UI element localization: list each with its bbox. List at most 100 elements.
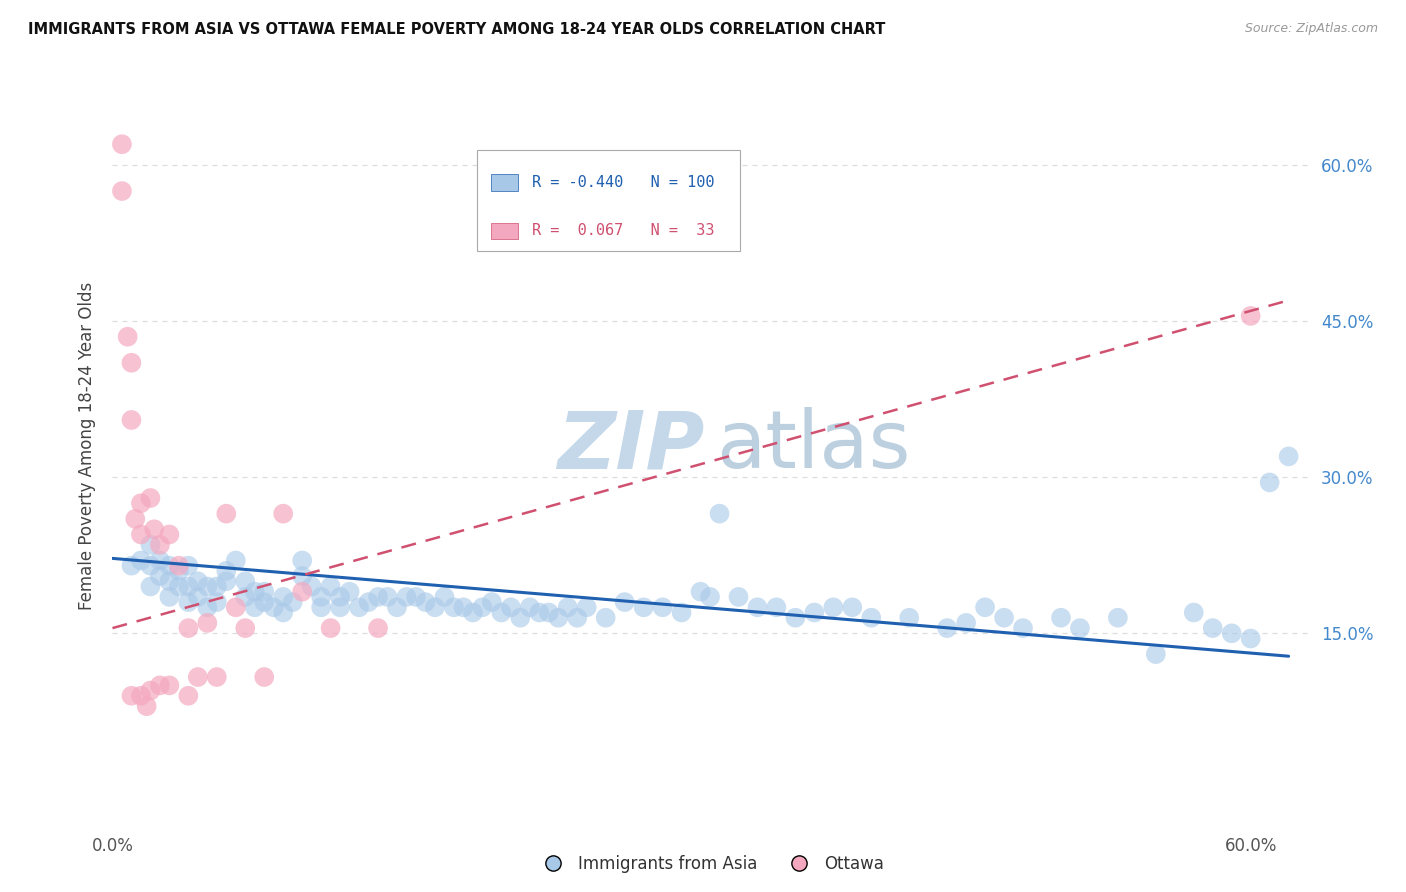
Point — [537, 606, 560, 620]
Point — [271, 606, 294, 620]
Point — [471, 600, 494, 615]
Point — [993, 611, 1015, 625]
Point — [499, 600, 522, 615]
Point — [367, 590, 389, 604]
Point — [253, 670, 276, 684]
Point — [405, 590, 427, 604]
Point — [157, 574, 180, 589]
Point — [281, 595, 304, 609]
Point — [177, 621, 200, 635]
Point — [129, 553, 152, 567]
Point — [143, 522, 166, 536]
Point — [205, 580, 228, 594]
Point — [167, 580, 190, 594]
Point — [898, 611, 921, 625]
Y-axis label: Female Poverty Among 18-24 Year Olds: Female Poverty Among 18-24 Year Olds — [77, 282, 96, 610]
Point — [157, 558, 180, 573]
Point — [936, 621, 959, 635]
Point — [187, 670, 209, 684]
Point — [1258, 475, 1281, 490]
Point — [367, 621, 389, 635]
Point — [233, 590, 256, 604]
Point — [187, 590, 209, 604]
Point — [177, 558, 200, 573]
Point — [149, 569, 172, 583]
Point — [233, 621, 256, 635]
Point — [120, 413, 142, 427]
Point — [157, 678, 180, 692]
Point — [319, 580, 342, 594]
Point — [167, 558, 190, 573]
Point — [157, 590, 180, 604]
Point — [253, 595, 276, 609]
Point — [319, 621, 342, 635]
Point — [117, 330, 139, 344]
Point — [291, 553, 314, 567]
Point — [291, 569, 314, 583]
Point — [195, 600, 218, 615]
Point — [129, 527, 152, 541]
Point — [509, 611, 531, 625]
Text: IMMIGRANTS FROM ASIA VS OTTAWA FEMALE POVERTY AMONG 18-24 YEAR OLDS CORRELATION : IMMIGRANTS FROM ASIA VS OTTAWA FEMALE PO… — [28, 22, 886, 37]
Point — [129, 689, 152, 703]
Point — [823, 600, 845, 615]
Point — [461, 606, 484, 620]
Point — [347, 600, 370, 615]
FancyBboxPatch shape — [477, 150, 740, 252]
Point — [415, 595, 437, 609]
Point — [385, 600, 408, 615]
Point — [177, 580, 200, 594]
Point — [1220, 626, 1243, 640]
Point — [519, 600, 541, 615]
Point — [205, 670, 228, 684]
Point — [747, 600, 769, 615]
Point — [271, 507, 294, 521]
Point — [149, 678, 172, 692]
Point — [433, 590, 456, 604]
Point — [149, 538, 172, 552]
Point — [309, 590, 332, 604]
Point — [1182, 606, 1205, 620]
Point — [215, 507, 238, 521]
Point — [120, 689, 142, 703]
Point — [671, 606, 693, 620]
Point — [329, 600, 352, 615]
Point — [339, 584, 361, 599]
Point — [253, 584, 276, 599]
Point — [633, 600, 655, 615]
Point — [547, 611, 569, 625]
Point — [177, 595, 200, 609]
Point — [423, 600, 446, 615]
Point — [595, 611, 617, 625]
Point — [205, 595, 228, 609]
Point — [139, 538, 162, 552]
Point — [149, 553, 172, 567]
Text: Source: ZipAtlas.com: Source: ZipAtlas.com — [1244, 22, 1378, 36]
Point — [225, 553, 247, 567]
Point — [1240, 309, 1263, 323]
Point — [177, 689, 200, 703]
Point — [271, 590, 294, 604]
Point — [1069, 621, 1091, 635]
Point — [139, 558, 162, 573]
Point — [291, 584, 314, 599]
Point — [225, 600, 247, 615]
Point — [689, 584, 711, 599]
Point — [167, 564, 190, 578]
Point — [481, 595, 503, 609]
Text: atlas: atlas — [716, 407, 910, 485]
Point — [709, 507, 731, 521]
Point — [195, 615, 218, 630]
Point — [120, 558, 142, 573]
Text: R =  0.067   N =  33: R = 0.067 N = 33 — [531, 224, 714, 238]
Point — [309, 600, 332, 615]
Point — [124, 512, 146, 526]
Point — [395, 590, 418, 604]
Point — [377, 590, 399, 604]
Point — [1278, 450, 1301, 464]
Point — [841, 600, 863, 615]
Point — [1050, 611, 1073, 625]
Point — [243, 600, 266, 615]
Point — [139, 491, 162, 505]
Point — [129, 496, 152, 510]
